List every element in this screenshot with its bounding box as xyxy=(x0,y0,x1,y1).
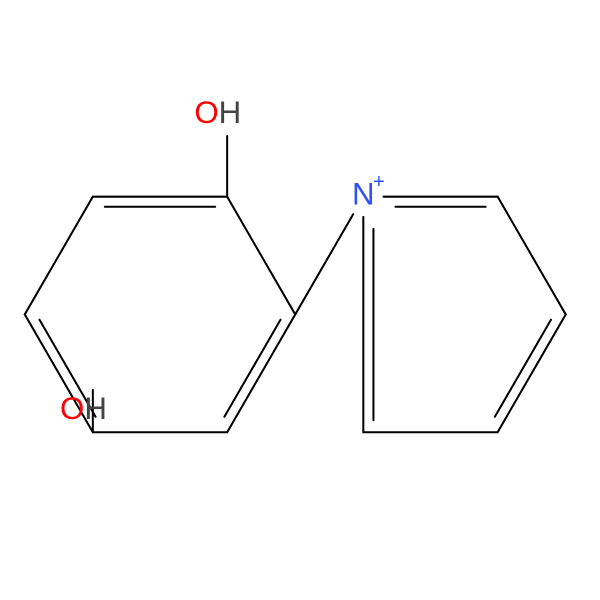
bond xyxy=(224,320,280,417)
atom-label-OH_bottom: OH xyxy=(60,391,107,426)
bond xyxy=(25,197,93,315)
molecule-diagram: OH OH N+ xyxy=(0,0,600,600)
atom-label-OH_top: OH xyxy=(194,95,241,130)
bond xyxy=(295,214,353,314)
bond xyxy=(498,314,566,432)
atom-charge-N_plus: + xyxy=(373,171,385,193)
bond xyxy=(495,320,551,417)
atom-label-N_plus: N xyxy=(352,177,375,212)
bond xyxy=(498,197,566,315)
bond xyxy=(227,314,295,432)
bond xyxy=(227,197,295,315)
